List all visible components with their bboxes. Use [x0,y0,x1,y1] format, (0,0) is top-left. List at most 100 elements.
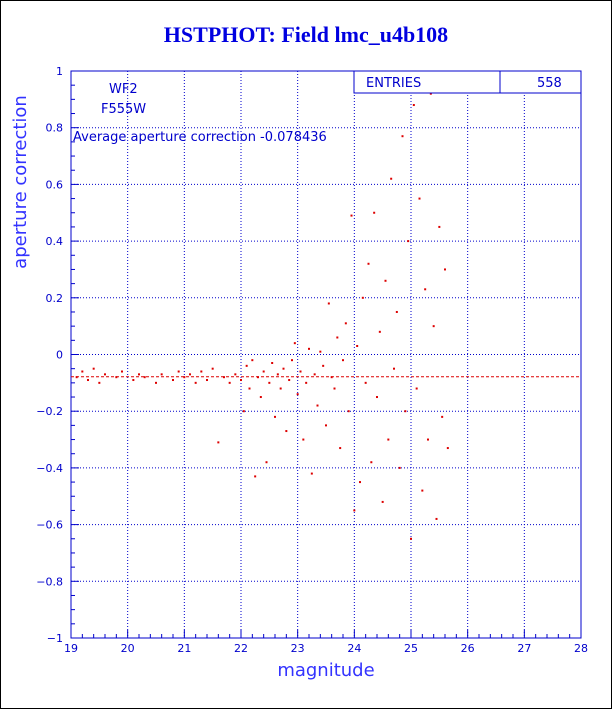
data-point [407,240,410,243]
data-point [262,370,265,373]
data-point [432,325,435,328]
data-point [299,370,302,373]
x-tick-label: 24 [347,642,361,655]
x-tick-label: 20 [121,642,135,655]
average-label: Average aperture correction -0.078436 [73,130,327,145]
data-point [446,447,449,450]
data-point [291,359,293,362]
data-point [248,387,251,390]
data-point [288,379,291,382]
data-point [344,322,347,325]
data-point [92,367,95,370]
data-point [370,461,373,464]
data-point [121,370,123,373]
y-tick-label: −1 [47,632,63,645]
data-point [364,381,367,384]
data-point [305,381,308,384]
data-point [441,415,444,418]
x-tick-label: 28 [574,642,588,655]
data-point [189,373,191,376]
data-point [424,288,427,291]
data-point [200,370,203,373]
data-point [98,381,101,384]
data-point [257,376,259,379]
data-point [350,214,353,217]
data-point [251,359,254,362]
data-point [378,330,381,333]
data-point [302,438,305,441]
data-point [177,370,180,373]
data-point [285,430,288,433]
data-point [316,404,319,407]
data-point [206,379,208,382]
data-point [390,177,393,180]
data-point [279,387,282,390]
data-point [223,376,225,379]
data-point [387,438,390,441]
chart-title: HSTPHOT: Field lmc_u4b108 [163,22,449,47]
data-point [313,373,316,376]
data-point [240,379,242,382]
data-point [211,367,214,370]
data-point [155,381,157,384]
x-axis-title: magnitude [277,660,374,681]
data-point [384,279,387,282]
data-point [245,364,248,367]
data-point [393,367,395,370]
data-point [322,364,325,367]
data-point [336,336,339,339]
data-point [339,447,342,450]
data-point [319,350,322,353]
data-point [401,135,404,138]
data-point [160,373,163,376]
data-point [376,396,378,399]
x-tick-label: 25 [404,642,418,655]
data-point [410,537,412,540]
data-point [395,310,398,313]
filter-label: F555W [101,102,146,117]
y-tick-label: 0.8 [46,122,64,135]
y-tick-label: −0.8 [36,575,63,588]
tick-labels: 19 20 21 22 23 24 25 26 27 28 −1 −0.8 −0.6 −0.4 −0.2 0 0… [36,65,588,655]
data-point [310,472,313,475]
data-point [242,410,245,413]
y-tick-label: 1 [56,65,63,78]
data-point [254,475,257,478]
camera-label: WF2 [109,82,138,97]
x-tick-label: 26 [461,642,475,655]
ticks-layer [70,70,582,639]
data-point [276,373,279,376]
y-tick-label: −0.6 [36,519,63,532]
data-point [438,225,441,228]
y-tick-label: 0 [56,349,63,362]
data-point [217,441,220,444]
data-point [333,387,336,390]
data-point [293,342,296,345]
data-point [418,197,421,200]
stats-box [353,70,582,94]
data-point [444,268,446,271]
y-tick-label: 0.6 [46,178,64,191]
data-point [104,373,106,376]
data-point [347,410,350,413]
y-tick-label: 0.2 [46,292,64,305]
data-point [265,461,268,464]
data-point [271,362,274,365]
data-point [308,347,310,350]
stats-value: 558 [537,76,562,91]
y-tick-label: −0.4 [36,462,63,475]
y-axis-title: aperture correction [10,95,31,269]
data-point [172,379,174,382]
data-point [373,211,376,214]
x-tick-label: 21 [177,642,191,655]
data-point [342,359,344,362]
data-point [234,373,237,376]
data-point [325,424,327,427]
data-point [132,379,135,382]
data-point [183,376,186,379]
x-tick-label: 27 [517,642,531,655]
stats-label: ENTRIES [366,76,421,91]
data-points [75,92,449,540]
data-point [415,387,418,390]
